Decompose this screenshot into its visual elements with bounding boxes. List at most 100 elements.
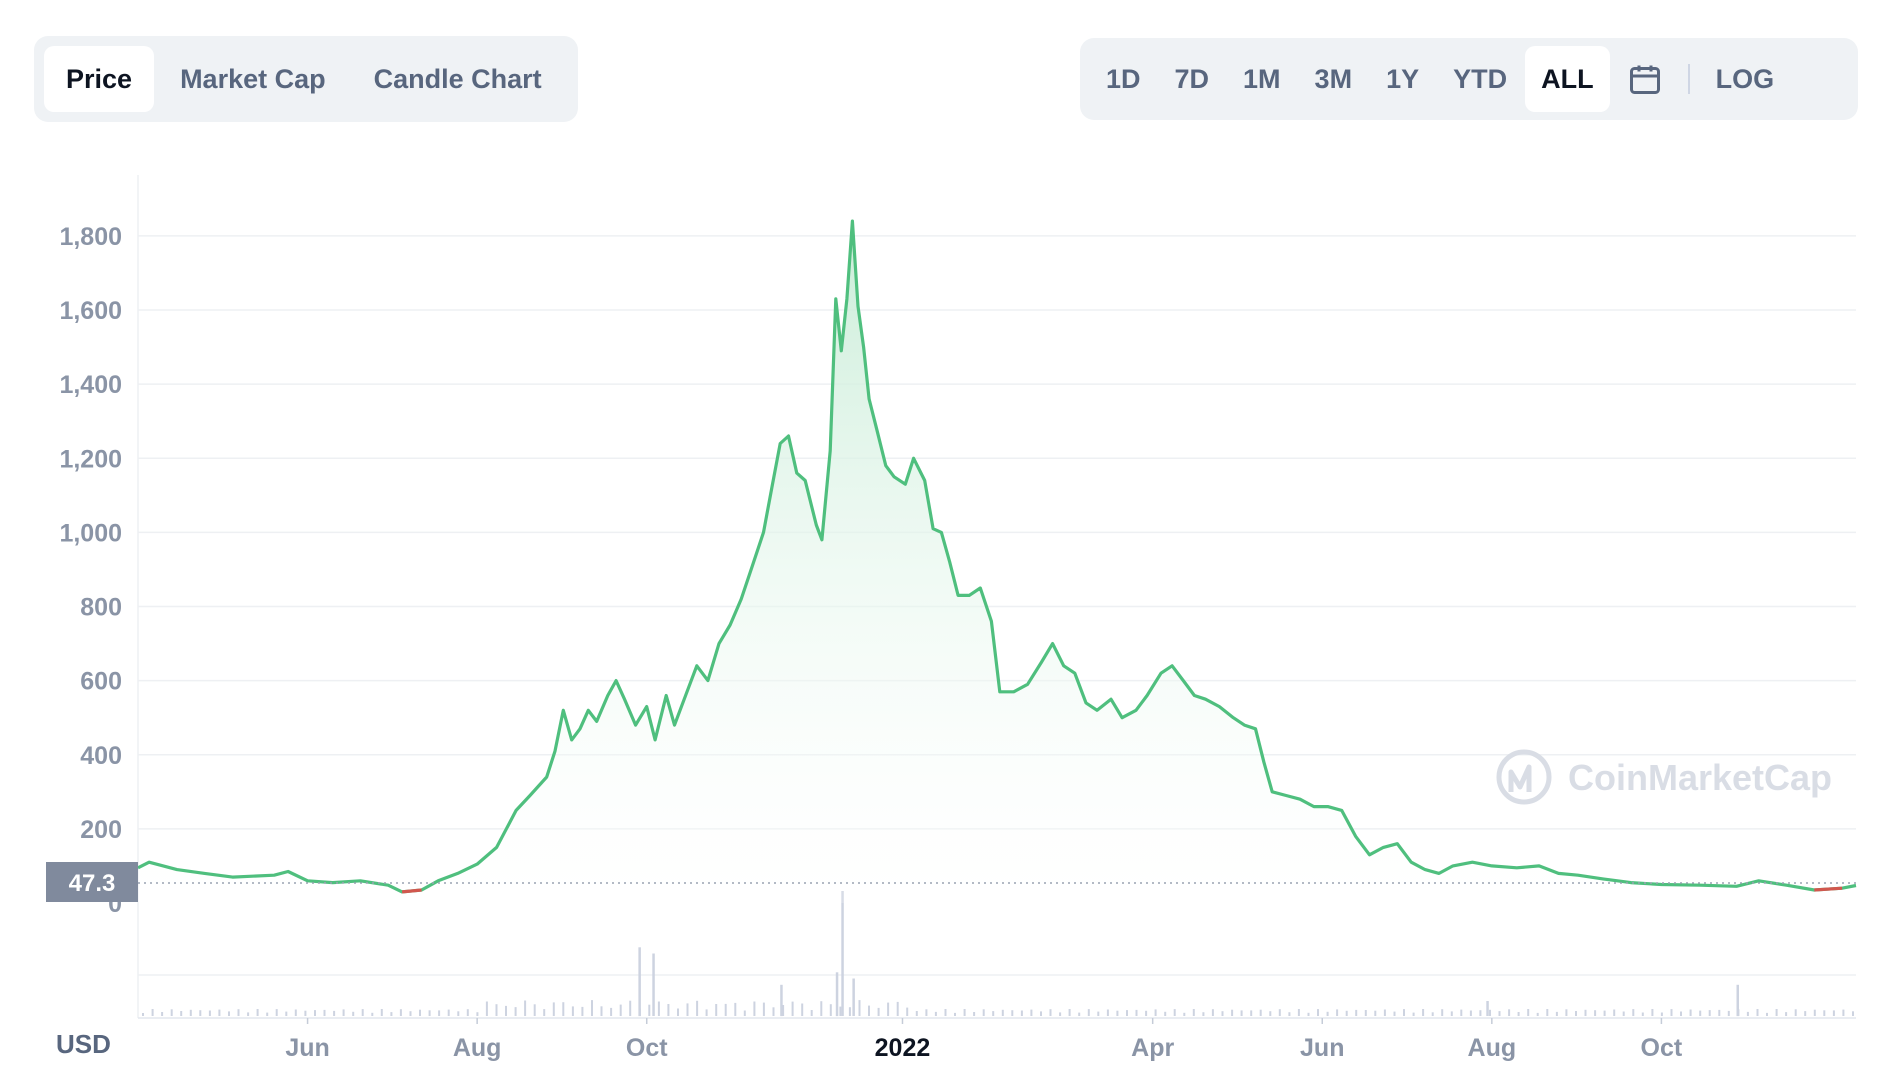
- current-price-value: 47.3: [69, 870, 116, 897]
- volume-bar: [1460, 1009, 1463, 1016]
- x-tick-label: Apr: [1131, 1034, 1174, 1062]
- volume-bar: [304, 1010, 307, 1016]
- volume-bar: [1565, 1009, 1568, 1016]
- volume-bar: [973, 1012, 976, 1016]
- currency-label: USD: [56, 1029, 111, 1059]
- volume-bar: [1708, 1010, 1711, 1016]
- volume-bar: [342, 1009, 345, 1016]
- y-tick-label: 400: [80, 742, 122, 770]
- tab-market-cap[interactable]: Market Cap: [180, 63, 326, 94]
- range-1y-button[interactable]: 1Y: [1386, 63, 1420, 94]
- calendar-button[interactable]: [1612, 46, 1678, 112]
- volume-bar: [906, 1007, 909, 1016]
- volume-bar: [581, 1006, 584, 1016]
- volume-bar: [390, 1012, 393, 1016]
- range-1m-button[interactable]: 1M: [1243, 63, 1281, 94]
- volume-bar: [495, 1004, 498, 1016]
- volume-bar: [1670, 1009, 1673, 1016]
- volume-bar: [552, 1002, 555, 1016]
- volume-bar: [896, 1001, 899, 1016]
- volume-bar: [982, 1009, 985, 1016]
- coinmarketcap-logo-mark: [1508, 764, 1532, 792]
- volume-bar: [1718, 1009, 1721, 1016]
- volume-bar: [1412, 1012, 1415, 1016]
- volume-bar: [1498, 1011, 1501, 1016]
- volume-bar: [835, 972, 839, 1017]
- volume-bar: [1011, 1010, 1014, 1016]
- volume-bar: [1393, 1011, 1396, 1016]
- volume-bar: [285, 1011, 288, 1016]
- volume-bar: [1842, 1009, 1845, 1016]
- x-tick-label: Jun: [1300, 1034, 1344, 1062]
- range-3m-button[interactable]: 3M: [1314, 63, 1353, 94]
- volume-bar: [1613, 1009, 1616, 1016]
- range-7d-button[interactable]: 7D: [1174, 63, 1210, 94]
- volume-bar: [1422, 1009, 1425, 1016]
- volume-bar: [925, 1009, 928, 1016]
- volume-bar: [1804, 1011, 1807, 1016]
- y-tick-label: 600: [80, 668, 122, 696]
- volume-bar: [1832, 1010, 1835, 1016]
- volume-bar: [1699, 1010, 1702, 1016]
- volume-bar: [801, 1003, 804, 1016]
- volume-bar: [275, 1009, 278, 1016]
- time-range-selector: 1D 7D 1M 3M 1Y YTD ALL LOG: [1080, 38, 1858, 120]
- volume-bar: [447, 1009, 450, 1016]
- volume-bar: [841, 891, 844, 1016]
- volume-bar: [1431, 1012, 1434, 1016]
- volume-bar: [715, 1004, 718, 1016]
- volume-bar: [438, 1010, 441, 1016]
- volume-bar: [829, 1004, 832, 1016]
- volume-bar: [1479, 1010, 1482, 1016]
- volume-bar: [428, 1010, 431, 1016]
- volume-bar: [743, 1010, 746, 1016]
- volume-bar: [543, 1009, 546, 1016]
- volume-bar: [1852, 1011, 1854, 1016]
- volume-bar: [753, 1001, 756, 1016]
- volume-bar: [734, 1002, 737, 1016]
- volume-bar: [1374, 1010, 1377, 1016]
- volume-bar: [1231, 1009, 1234, 1016]
- log-scale-toggle[interactable]: LOG: [1715, 63, 1775, 94]
- volume-bar: [485, 1001, 488, 1016]
- volume-bar: [1116, 1010, 1119, 1016]
- y-tick-label: 1,400: [59, 371, 122, 399]
- volume-bar: [1173, 1009, 1176, 1016]
- volume-bar: [1441, 1009, 1444, 1016]
- volume-bar: [1632, 1009, 1635, 1016]
- tab-candle-chart[interactable]: Candle Chart: [373, 63, 542, 94]
- y-tick-label: 1,200: [59, 445, 122, 473]
- tab-price[interactable]: Price: [44, 46, 155, 112]
- volume-bar: [1211, 1009, 1214, 1016]
- volume-bar: [228, 1011, 230, 1016]
- volume-bar: [1641, 1012, 1644, 1016]
- volume-bar: [333, 1010, 336, 1016]
- volume-bar: [514, 1007, 517, 1016]
- volume-bar: [1727, 1010, 1730, 1016]
- volume-bar: [1660, 1012, 1663, 1016]
- volume-bar: [409, 1011, 412, 1016]
- volume-bar: [791, 1001, 794, 1016]
- y-tick-label: 1,800: [59, 223, 122, 251]
- price-area: [137, 219, 1857, 904]
- x-tick-label: Oct: [1641, 1034, 1683, 1062]
- y-tick-label: 1,600: [59, 297, 122, 325]
- y-tick-label: 1,000: [59, 519, 122, 547]
- volume-bar: [992, 1011, 995, 1016]
- volume-bar: [858, 1000, 861, 1016]
- current-price-tag: 47.3: [46, 862, 138, 902]
- range-1d-button[interactable]: 1D: [1106, 63, 1141, 94]
- range-divider: [1687, 64, 1690, 94]
- volume-bar: [591, 1000, 593, 1016]
- range-all-button[interactable]: ALL: [1525, 46, 1610, 112]
- volume-bar: [399, 1009, 402, 1016]
- volume-bar: [161, 1012, 164, 1016]
- volume-bar: [1288, 1012, 1291, 1016]
- volume-bar: [1486, 1001, 1489, 1016]
- volume-bar: [180, 1011, 183, 1016]
- volume-bar: [1126, 1010, 1128, 1016]
- range-ytd-button[interactable]: YTD: [1453, 63, 1508, 94]
- x-axis: Jun Aug Oct 2022 Apr Jun Aug Oct: [285, 1018, 1683, 1062]
- volume-bar: [1317, 1009, 1319, 1016]
